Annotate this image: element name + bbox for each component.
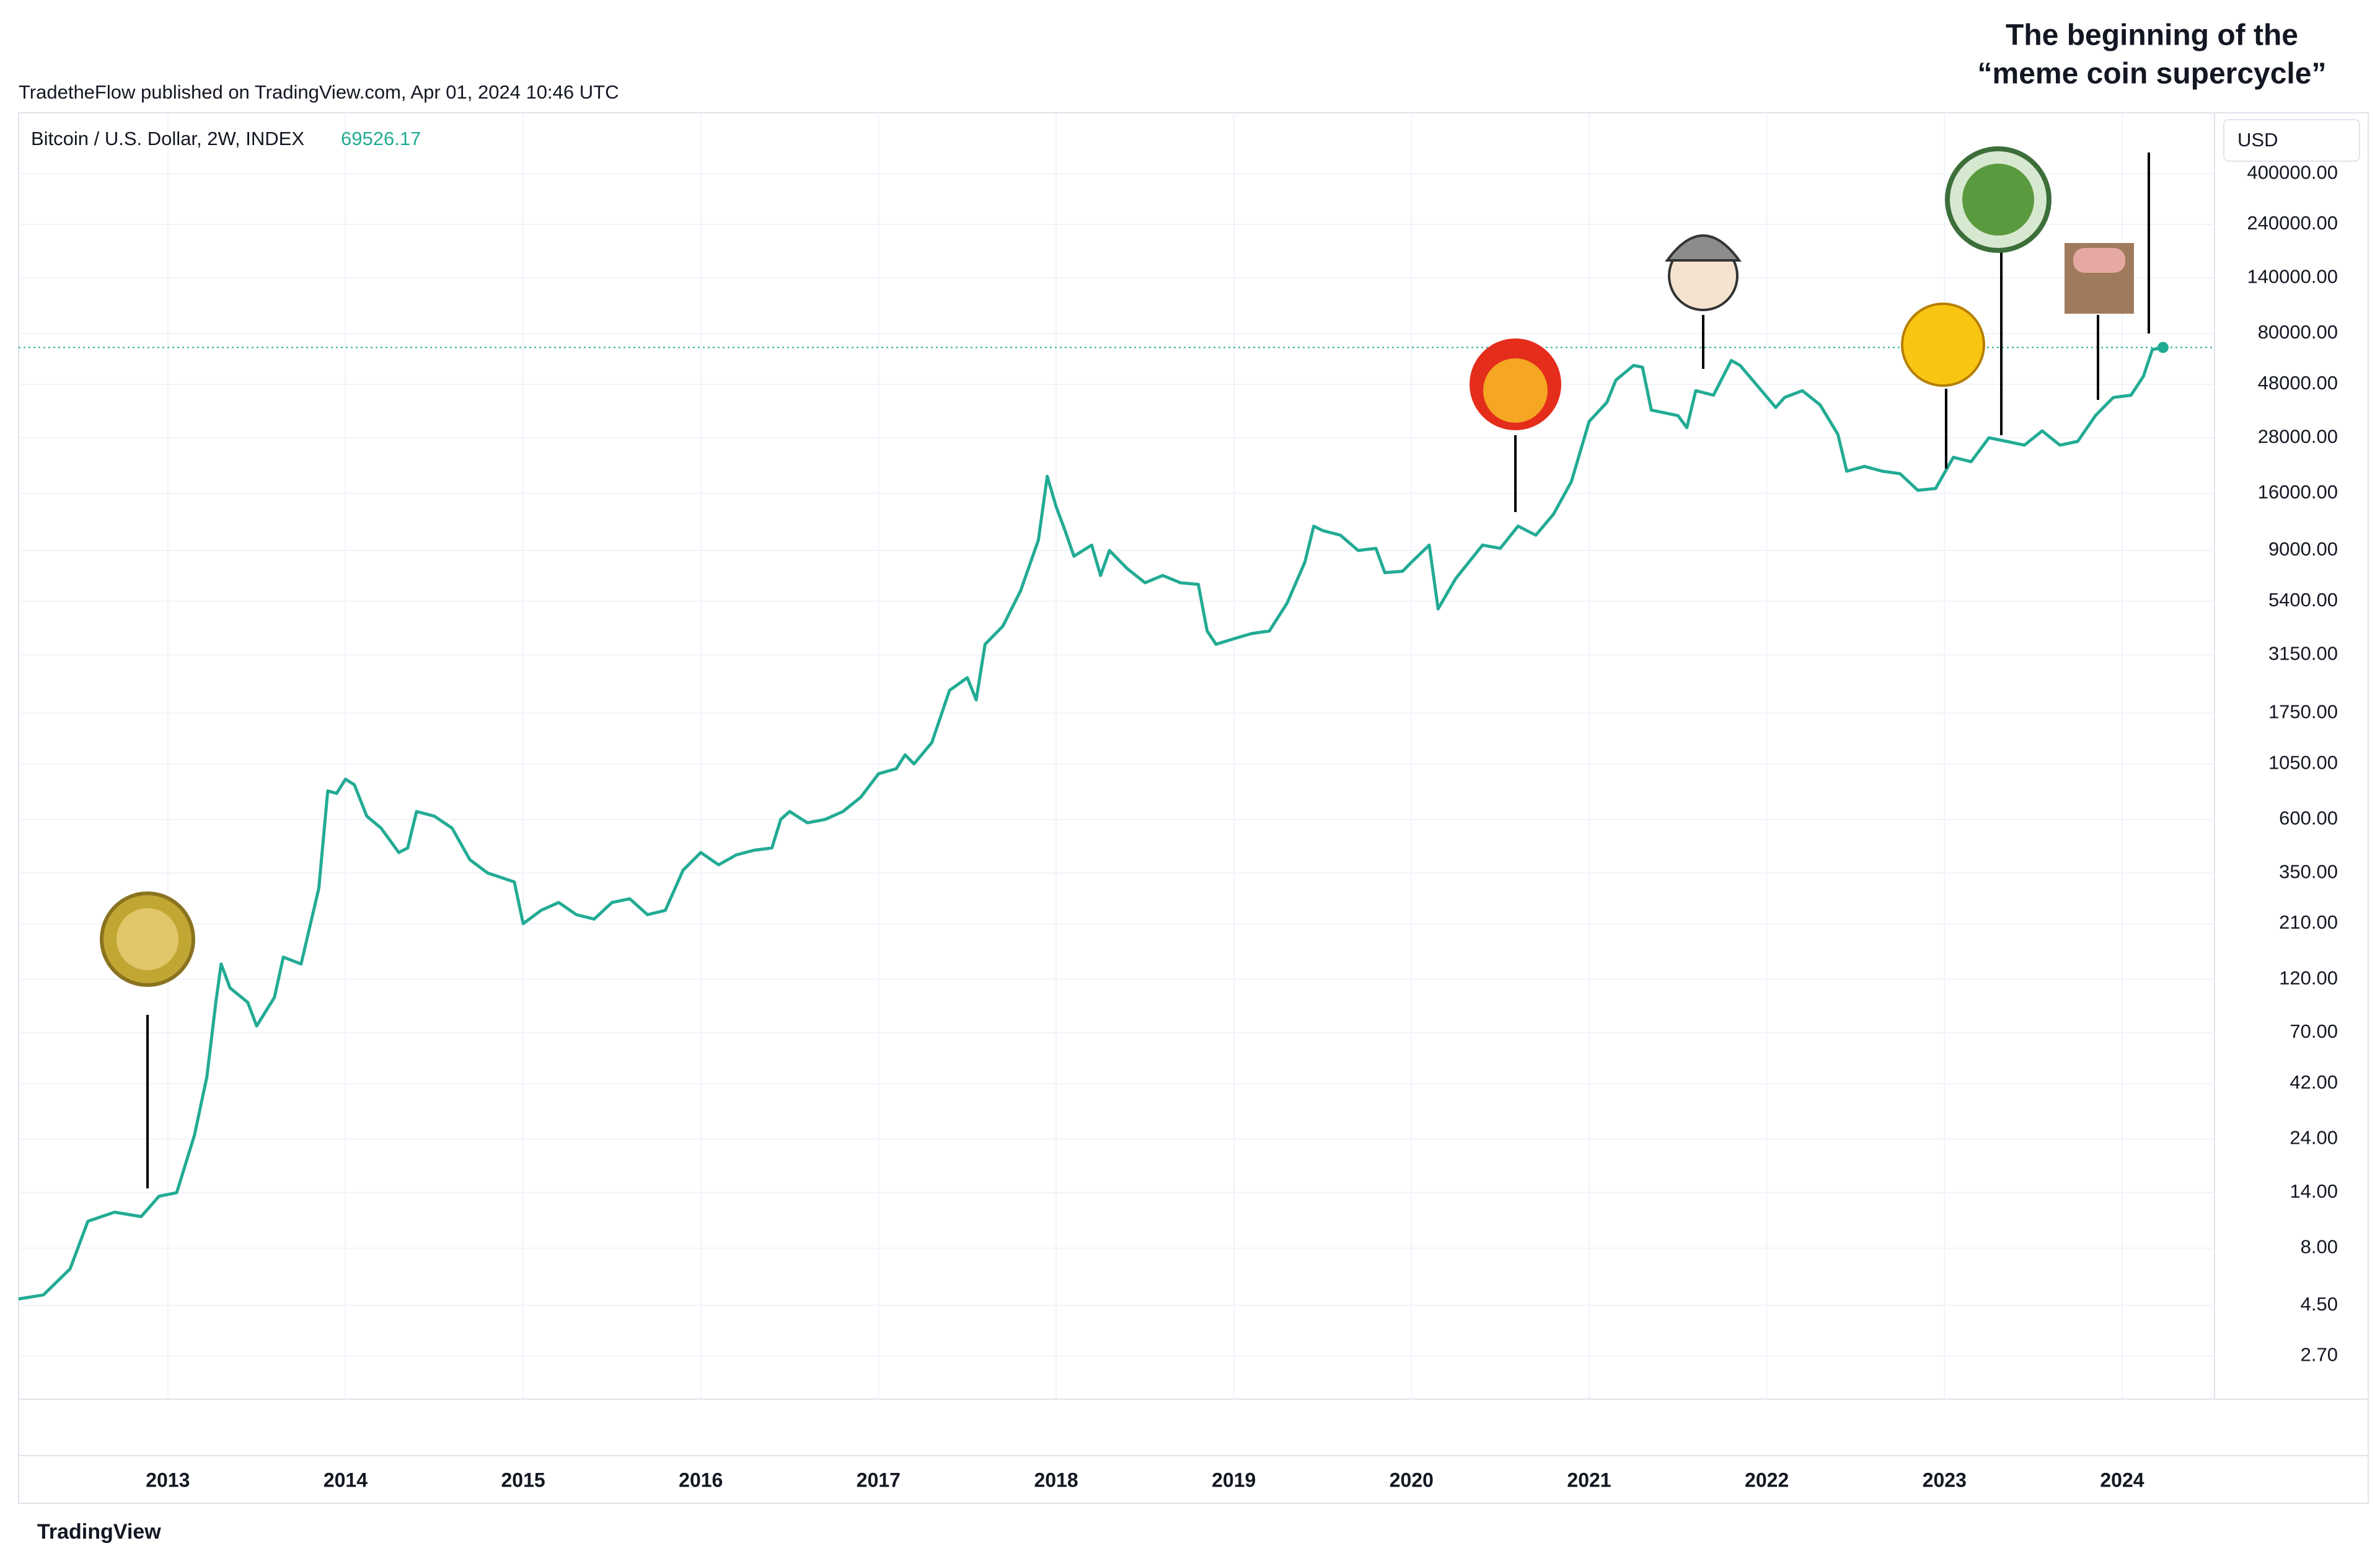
- currency-box: [2223, 119, 2360, 162]
- y-tick-label: 42.00: [2290, 1071, 2338, 1093]
- y-tick-label: 70.00: [2290, 1020, 2338, 1042]
- chart-title: The beginning of the: [2006, 19, 2298, 52]
- shib-icon: [1483, 358, 1548, 423]
- x-tick-label: 2020: [1390, 1469, 1434, 1491]
- chart-frame: [18, 112, 2369, 1504]
- y-tick-label: 8.00: [2301, 1236, 2338, 1258]
- y-tick-label: 350.00: [2279, 860, 2338, 882]
- series-name: Bitcoin / U.S. Dollar, 2W, INDEX: [31, 128, 304, 149]
- publish-note: TradetheFlow published on TradingView.co…: [19, 81, 619, 103]
- x-tick-label: 2015: [501, 1469, 545, 1491]
- y-tick-label: 1750.00: [2268, 701, 2338, 723]
- y-tick-label: 80000.00: [2258, 321, 2338, 343]
- y-tick-label: 16000.00: [2258, 481, 2338, 503]
- y-tick-label: 2.70: [2301, 1344, 2338, 1366]
- doge-icon: [117, 908, 178, 970]
- x-tick-label: 2022: [1745, 1469, 1789, 1491]
- y-tick-label: 3150.00: [2268, 642, 2338, 664]
- y-tick-label: 9000.00: [2268, 538, 2338, 560]
- x-tick-label: 2023: [1923, 1469, 1967, 1491]
- y-tick-label: 1050.00: [2268, 751, 2338, 773]
- x-tick-label: 2021: [1567, 1469, 1611, 1491]
- plot: [18, 342, 2215, 1301]
- y-tick-label: 28000.00: [2258, 425, 2338, 447]
- grid: [19, 113, 2215, 1399]
- x-tick-label: 2024: [2100, 1469, 2144, 1491]
- last-price-dot: [2157, 342, 2169, 353]
- y-tick-label: 4.50: [2301, 1293, 2338, 1315]
- y-tick-label: 210.00: [2279, 911, 2338, 933]
- x-tick-label: 2014: [324, 1469, 368, 1491]
- y-tick-label: 48000.00: [2258, 372, 2338, 394]
- floki-icon: [1665, 234, 1742, 262]
- y-tick-label: 140000.00: [2247, 266, 2338, 288]
- x-tick-label: 2013: [146, 1469, 190, 1491]
- bonk-icon: [1901, 303, 1985, 387]
- y-tick-label: 400000.00: [2247, 161, 2338, 183]
- x-tick-label: 2017: [857, 1469, 901, 1491]
- wif-icon: [2073, 248, 2125, 273]
- x-tick-label: 2019: [1212, 1469, 1256, 1491]
- currency: USD: [2237, 129, 2278, 151]
- pepe-icon: [1962, 164, 2034, 236]
- chart-title: “meme coin supercycle”: [1978, 58, 2327, 91]
- price-line: [18, 346, 2164, 1301]
- y-tick-label: 5400.00: [2268, 589, 2338, 611]
- meme-annotations: [100, 146, 2150, 1188]
- y-tick-label: 14.00: [2290, 1180, 2338, 1202]
- x-tick-label: 2016: [679, 1469, 723, 1491]
- y-tick-label: 240000.00: [2247, 212, 2338, 234]
- y-tick-label: 120.00: [2279, 967, 2338, 989]
- y-tick-label: 24.00: [2290, 1127, 2338, 1149]
- last-price: 69526.17: [341, 128, 421, 149]
- x-tick-label: 2018: [1034, 1469, 1078, 1491]
- brand: TradingView: [37, 1520, 161, 1544]
- y-tick-label: 600.00: [2279, 807, 2338, 829]
